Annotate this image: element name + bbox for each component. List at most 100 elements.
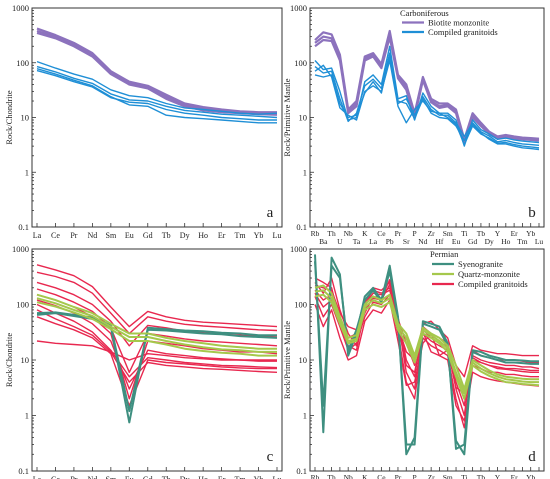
series-line-compiled_red [36,340,277,362]
x-tick-label: Tb [162,231,171,240]
y-tick-label: 1 [25,167,29,177]
x-tick-label: K [362,473,368,479]
x-tick-label: Pb [386,237,394,246]
series-line-compiled_red [36,303,278,378]
x-tick-label: Th [327,473,336,479]
y-tick-label: 1000 [12,3,29,13]
x-tick-label: Nd [87,475,97,479]
x-tick-label: Sm [106,475,117,479]
x-tick-label: Gd [468,237,477,246]
panel-c-ree-chondrite: 0.1 1 10 100 1000 Rock/Chondrite La Ce Pr Nd Sm Eu G… [4,244,283,479]
y-tick-label: 10 [21,355,30,365]
x-tick-label: Lu [273,475,282,479]
legend-label-syeno: Syenogranite [458,259,503,269]
series-line-compiled_blue [36,69,277,121]
x-tick-label: Eu [452,237,461,246]
panel-letter: d [528,449,536,465]
y-axis-label: Rock/Primitive Mantle [282,321,292,399]
x-tick-label: Ce [377,229,386,238]
panel-letter: b [528,205,536,221]
y-tick-label: 1 [303,411,307,421]
series-line-quartz [314,289,539,395]
y-tick-label: 1000 [290,3,307,13]
x-tick-label: Eu [125,231,134,240]
y-tick-label: 1000 [290,244,307,254]
y-tick-label: 0.1 [18,466,29,476]
panel-letter: c [267,449,274,465]
legend-label-quartz: Quartz-monzonite [458,269,520,279]
y-tick-label: 100 [294,300,307,310]
series-line-compiled_blue [36,68,277,124]
x-tick-label: Sm [443,473,453,479]
series-line-syeno [314,254,539,456]
x-tick-label: Y [495,229,501,238]
x-tick-label: Tm [235,231,247,240]
series-line-syeno [36,312,277,424]
x-tick-label: Tb [162,475,171,479]
x-tick-label: Ho [198,475,208,479]
y-axis-label: Rock/Chondrite [4,90,14,145]
series-line-syeno [36,311,278,413]
x-tick-label: Yb [254,231,264,240]
x-tick-label: Th [327,229,336,238]
panel-a-ree-chondrite: 0.1 1 10 100 1000 Rock/Chondrite La Ce Pr Nd Sm Eu G… [4,3,283,240]
x-tick-label: Zr [428,473,436,479]
y-tick-label: 10 [299,355,308,365]
series-line-quartz [36,301,277,357]
x-tick-label: Lu [273,231,282,240]
x-tick-label: Rb [311,229,320,238]
series-line-compiled_red [36,264,278,328]
x-tick-label: Gd [143,475,153,479]
x-tick-label: Ti [461,229,467,238]
series-line-compiled_red [314,283,539,395]
x-tick-label: Ba [319,237,328,246]
x-tick-label: Ti [461,473,467,479]
x-tick-label: Pr [395,473,402,479]
y-tick-label: 0.1 [18,222,29,232]
x-tick-label: Er [218,231,226,240]
x-tick-label: Lu [535,237,544,246]
series-line-quartz [36,293,277,350]
x-tick-label: Dy [180,231,190,240]
x-tick-label: Y [495,473,501,479]
x-tick-label: P [412,229,416,238]
y-tick-label: 1000 [12,244,29,254]
x-tick-label: Rb [311,473,320,479]
series-line-quartz [314,293,540,400]
legend-label-compiled_red: Compiled granitoids [458,279,528,289]
legend-label-biotite: Biotite monzonite [428,18,489,28]
plot-frame [309,7,545,228]
x-tick-label: Tm [235,475,247,479]
x-tick-label: Sm [443,229,453,238]
x-tick-label: Ho [501,237,510,246]
legend-label-compiled_blue: Compiled granitoids [428,27,498,37]
y-tick-label: 0.1 [296,222,307,232]
x-tick-label: Pr [70,475,77,479]
series-line-compiled_red [36,309,278,383]
x-tick-label: Nb [344,473,353,479]
x-tick-label: Yb [526,229,535,238]
x-tick-label: Gd [143,231,153,240]
x-tick-label: La [33,475,42,479]
series-line-biotite [314,36,540,144]
x-tick-label: Yb [526,473,535,479]
series-line-biotite [314,33,540,142]
series-line-quartz [36,297,277,353]
x-tick-label: Ta [353,237,361,246]
y-tick-label: 100 [16,300,29,310]
series-line-biotite [36,27,277,114]
x-tick-label: Ce [377,473,386,479]
x-tick-label: Nd [418,237,427,246]
y-tick-label: 100 [294,58,307,68]
x-tick-label: K [362,229,368,238]
series-line-compiled_blue [314,55,540,151]
legend-title: Carboniferous [400,8,449,18]
x-tick-label: Ho [198,231,208,240]
x-tick-label: Er [218,475,226,479]
y-tick-label: 100 [16,58,29,68]
x-tick-label: Tb [477,229,486,238]
series-line-compiled_red [36,316,277,407]
series-line-compiled_red [36,271,278,335]
